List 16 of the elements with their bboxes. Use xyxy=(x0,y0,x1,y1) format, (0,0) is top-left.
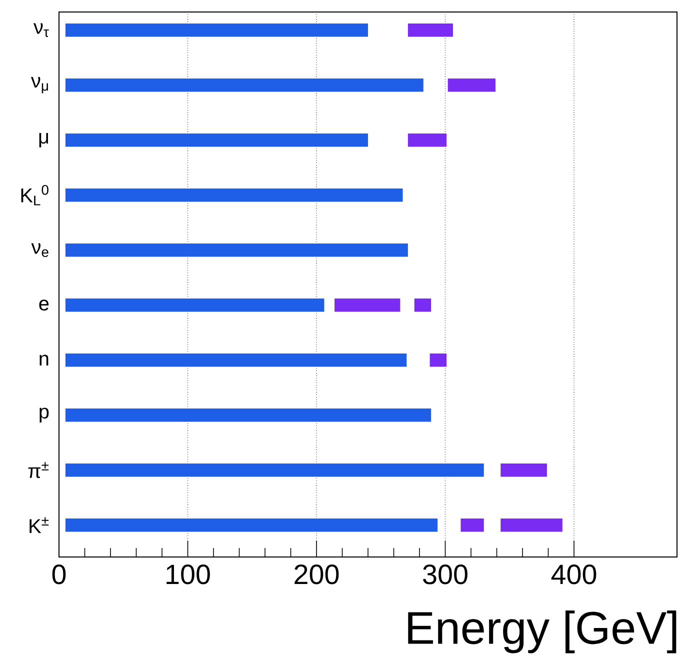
y-tick-label: e xyxy=(39,300,49,311)
x-tick-label: 100 xyxy=(166,564,210,584)
y-tick-label: ν$_{e}$ xyxy=(31,243,48,258)
y-tick-label: ν$_{μ}$ xyxy=(30,76,48,94)
x-tick-label: 0 xyxy=(52,564,66,584)
x-tick-label: 400 xyxy=(551,564,596,584)
y-tick-label: K$^{±}$ xyxy=(30,517,49,534)
y-tick-label: ν$_{τ}$ xyxy=(34,23,49,38)
x-tick-label: 200 xyxy=(294,564,339,584)
x-tick-label: 300 xyxy=(423,564,468,584)
x-axis-title: Energy [GeV] xyxy=(408,610,676,654)
y-tick-label: n xyxy=(40,354,48,366)
y-tick-label: K$_{L}$0 xyxy=(21,184,48,206)
y-tick-label: π$^{±}$ xyxy=(28,462,49,478)
y-tick-label: p xyxy=(40,408,49,423)
y-tick-label: μ xyxy=(39,132,48,148)
